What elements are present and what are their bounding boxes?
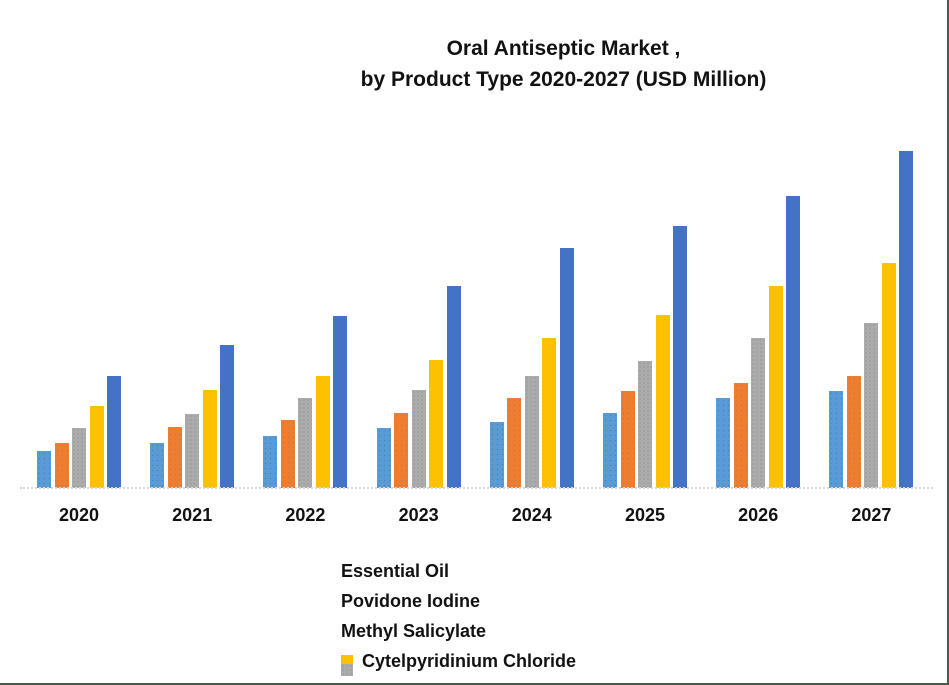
bar-unlabeled-series-2026: [786, 196, 801, 488]
bar-povidone-iodine-2025: [620, 391, 635, 488]
bar-essential-oil-2026: [716, 398, 731, 488]
bar-methyl-salicylate-2020: [72, 428, 86, 488]
bar-essential-oil-2021: [150, 443, 165, 488]
legend-item-cytelpyridinium-chloride: Cytelpyridinium Chloride: [341, 646, 576, 676]
bar-cytelpyridinium-chloride-2021: [202, 390, 217, 488]
x-axis-label-2024: 2024: [511, 505, 552, 525]
bar-methyl-salicylate-2022: [298, 398, 313, 488]
x-axis-label-2027: 2027: [851, 505, 892, 525]
bar-povidone-iodine-2021: [167, 427, 182, 488]
chart-title: Oral Antiseptic Market , by Product Type…: [180, 33, 947, 95]
bar-group-2023: [376, 0, 467, 488]
bar-povidone-iodine-2027: [846, 376, 861, 488]
bar-essential-oil-2023: [376, 428, 391, 488]
bar-unlabeled-series-2027: [899, 151, 914, 488]
bar-unlabeled-series-2021: [220, 345, 235, 488]
bar-methyl-salicylate-2021: [185, 414, 200, 488]
plot-area: [37, 0, 919, 488]
bar-unlabeled-series-2024: [559, 248, 574, 488]
bar-unlabeled-series-2023: [446, 286, 461, 488]
x-axis-label-2021: 2021: [172, 505, 213, 525]
bar-group-2026: [716, 0, 806, 488]
legend-swatch-methyl-salicylate: [341, 664, 353, 676]
bar-cytelpyridinium-chloride-2022: [315, 376, 330, 488]
bar-cytelpyridinium-chloride-2025: [655, 315, 670, 488]
bar-methyl-salicylate-2024: [524, 376, 539, 488]
bar-unlabeled-series-2022: [333, 316, 348, 488]
bar-methyl-salicylate-2023: [411, 390, 426, 488]
legend: Essential Oil Povidone Iodine Methyl Salic…: [341, 556, 576, 676]
bar-povidone-iodine-2023: [394, 413, 409, 488]
legend-item-methyl-salicylate: Methyl Salicylate: [341, 616, 576, 676]
bar-essential-oil-2022: [263, 436, 278, 488]
bar-group-2027: [829, 0, 919, 488]
bar-povidone-iodine-2022: [280, 420, 295, 488]
legend-item-essential-oil: Essential Oil: [341, 556, 576, 676]
bar-methyl-salicylate-2026: [751, 338, 766, 488]
bar-essential-oil-2027: [829, 391, 844, 488]
bar-essential-oil-2024: [489, 422, 504, 488]
legend-label-essential-oil: Essential Oil: [341, 560, 450, 581]
bar-methyl-salicylate-2027: [864, 323, 879, 488]
bar-group-2021: [150, 0, 240, 488]
bar-cytelpyridinium-chloride-2023: [429, 360, 444, 488]
x-axis-label-2025: 2025: [624, 505, 666, 525]
x-axis-label-2022: 2022: [285, 505, 326, 525]
bar-cytelpyridinium-chloride-2027: [881, 263, 896, 488]
bar-povidone-iodine-2020: [54, 443, 69, 488]
bar-cytelpyridinium-chloride-2024: [542, 338, 557, 488]
bar-group-2022: [263, 0, 353, 488]
bar-group-2025: [603, 0, 693, 488]
legend-item-povidone-iodine: Povidone Iodine: [341, 586, 576, 676]
bar-povidone-iodine-2026: [733, 383, 748, 488]
chart-title-line1: Oral Antiseptic Market ,: [446, 37, 681, 60]
x-axis-label-2020: 2020: [58, 505, 100, 525]
chart-title-line2: by Product Type 2020-2027 (USD Million): [360, 68, 767, 91]
legend-label-povidone-iodine: Povidone Iodine: [341, 590, 481, 611]
bar-group-2024: [489, 0, 580, 488]
x-axis-label-2023: 2023: [398, 505, 439, 525]
bar-unlabeled-series-2025: [673, 226, 687, 488]
x-axis-label-2026: 2026: [738, 505, 779, 525]
bar-unlabeled-series-2020: [107, 376, 121, 488]
legend-label-cytelpyridinium-chloride: Cytelpyridinium Chloride: [362, 650, 577, 671]
x-axis-line: [20, 487, 933, 489]
bar-methyl-salicylate-2025: [638, 361, 652, 488]
legend-label-methyl-salicylate: Methyl Salicylate: [341, 620, 487, 641]
bar-povidone-iodine-2024: [507, 398, 522, 488]
bar-essential-oil-2020: [37, 451, 51, 488]
bar-cytelpyridinium-chloride-2026: [768, 286, 783, 488]
bar-cytelpyridinium-chloride-2020: [89, 406, 104, 488]
bar-group-2020: [37, 0, 127, 488]
bar-essential-oil-2025: [603, 413, 617, 488]
